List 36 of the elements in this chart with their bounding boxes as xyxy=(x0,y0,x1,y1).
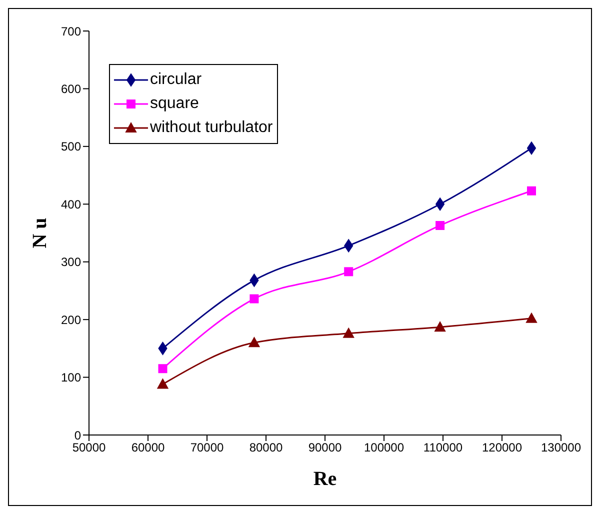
point xyxy=(248,337,260,348)
point xyxy=(250,294,259,304)
y-tick-label: 100 xyxy=(60,370,82,385)
y-tick-label: 0 xyxy=(74,428,82,442)
x-tick-label: 100000 xyxy=(364,440,404,455)
point xyxy=(250,274,259,287)
x-axis-title: Re xyxy=(313,468,337,490)
legend-label: without turbulator xyxy=(150,119,273,137)
x-tick-label: 110000 xyxy=(423,440,463,455)
x-tick-label: 50000 xyxy=(72,440,106,455)
point xyxy=(527,186,536,196)
legend-label: square xyxy=(150,95,199,113)
point xyxy=(158,364,168,374)
x-tick-label: 90000 xyxy=(308,440,342,455)
x-tick-label: 80000 xyxy=(249,440,284,455)
y-tick-label: 700 xyxy=(60,24,82,38)
point xyxy=(436,220,445,230)
point xyxy=(157,378,168,389)
point xyxy=(158,342,168,355)
legend-label: circular xyxy=(150,71,202,89)
x-tick-label: 70000 xyxy=(190,440,224,455)
y-tick-label: 500 xyxy=(60,140,82,154)
y-axis-title: N u xyxy=(29,218,52,248)
point xyxy=(526,312,537,323)
point xyxy=(343,328,354,338)
y-tick-label: 400 xyxy=(60,197,82,212)
y-tick-label: 600 xyxy=(60,82,82,96)
point xyxy=(434,322,446,332)
point xyxy=(344,239,354,252)
y-tick-label: 300 xyxy=(60,255,82,270)
point xyxy=(344,267,354,276)
x-tick-label: 60000 xyxy=(131,440,166,455)
point xyxy=(436,198,445,211)
x-tick-label: 130000 xyxy=(540,440,582,455)
y-tick-label: 200 xyxy=(60,312,82,327)
x-tick-label: 120000 xyxy=(482,440,522,455)
